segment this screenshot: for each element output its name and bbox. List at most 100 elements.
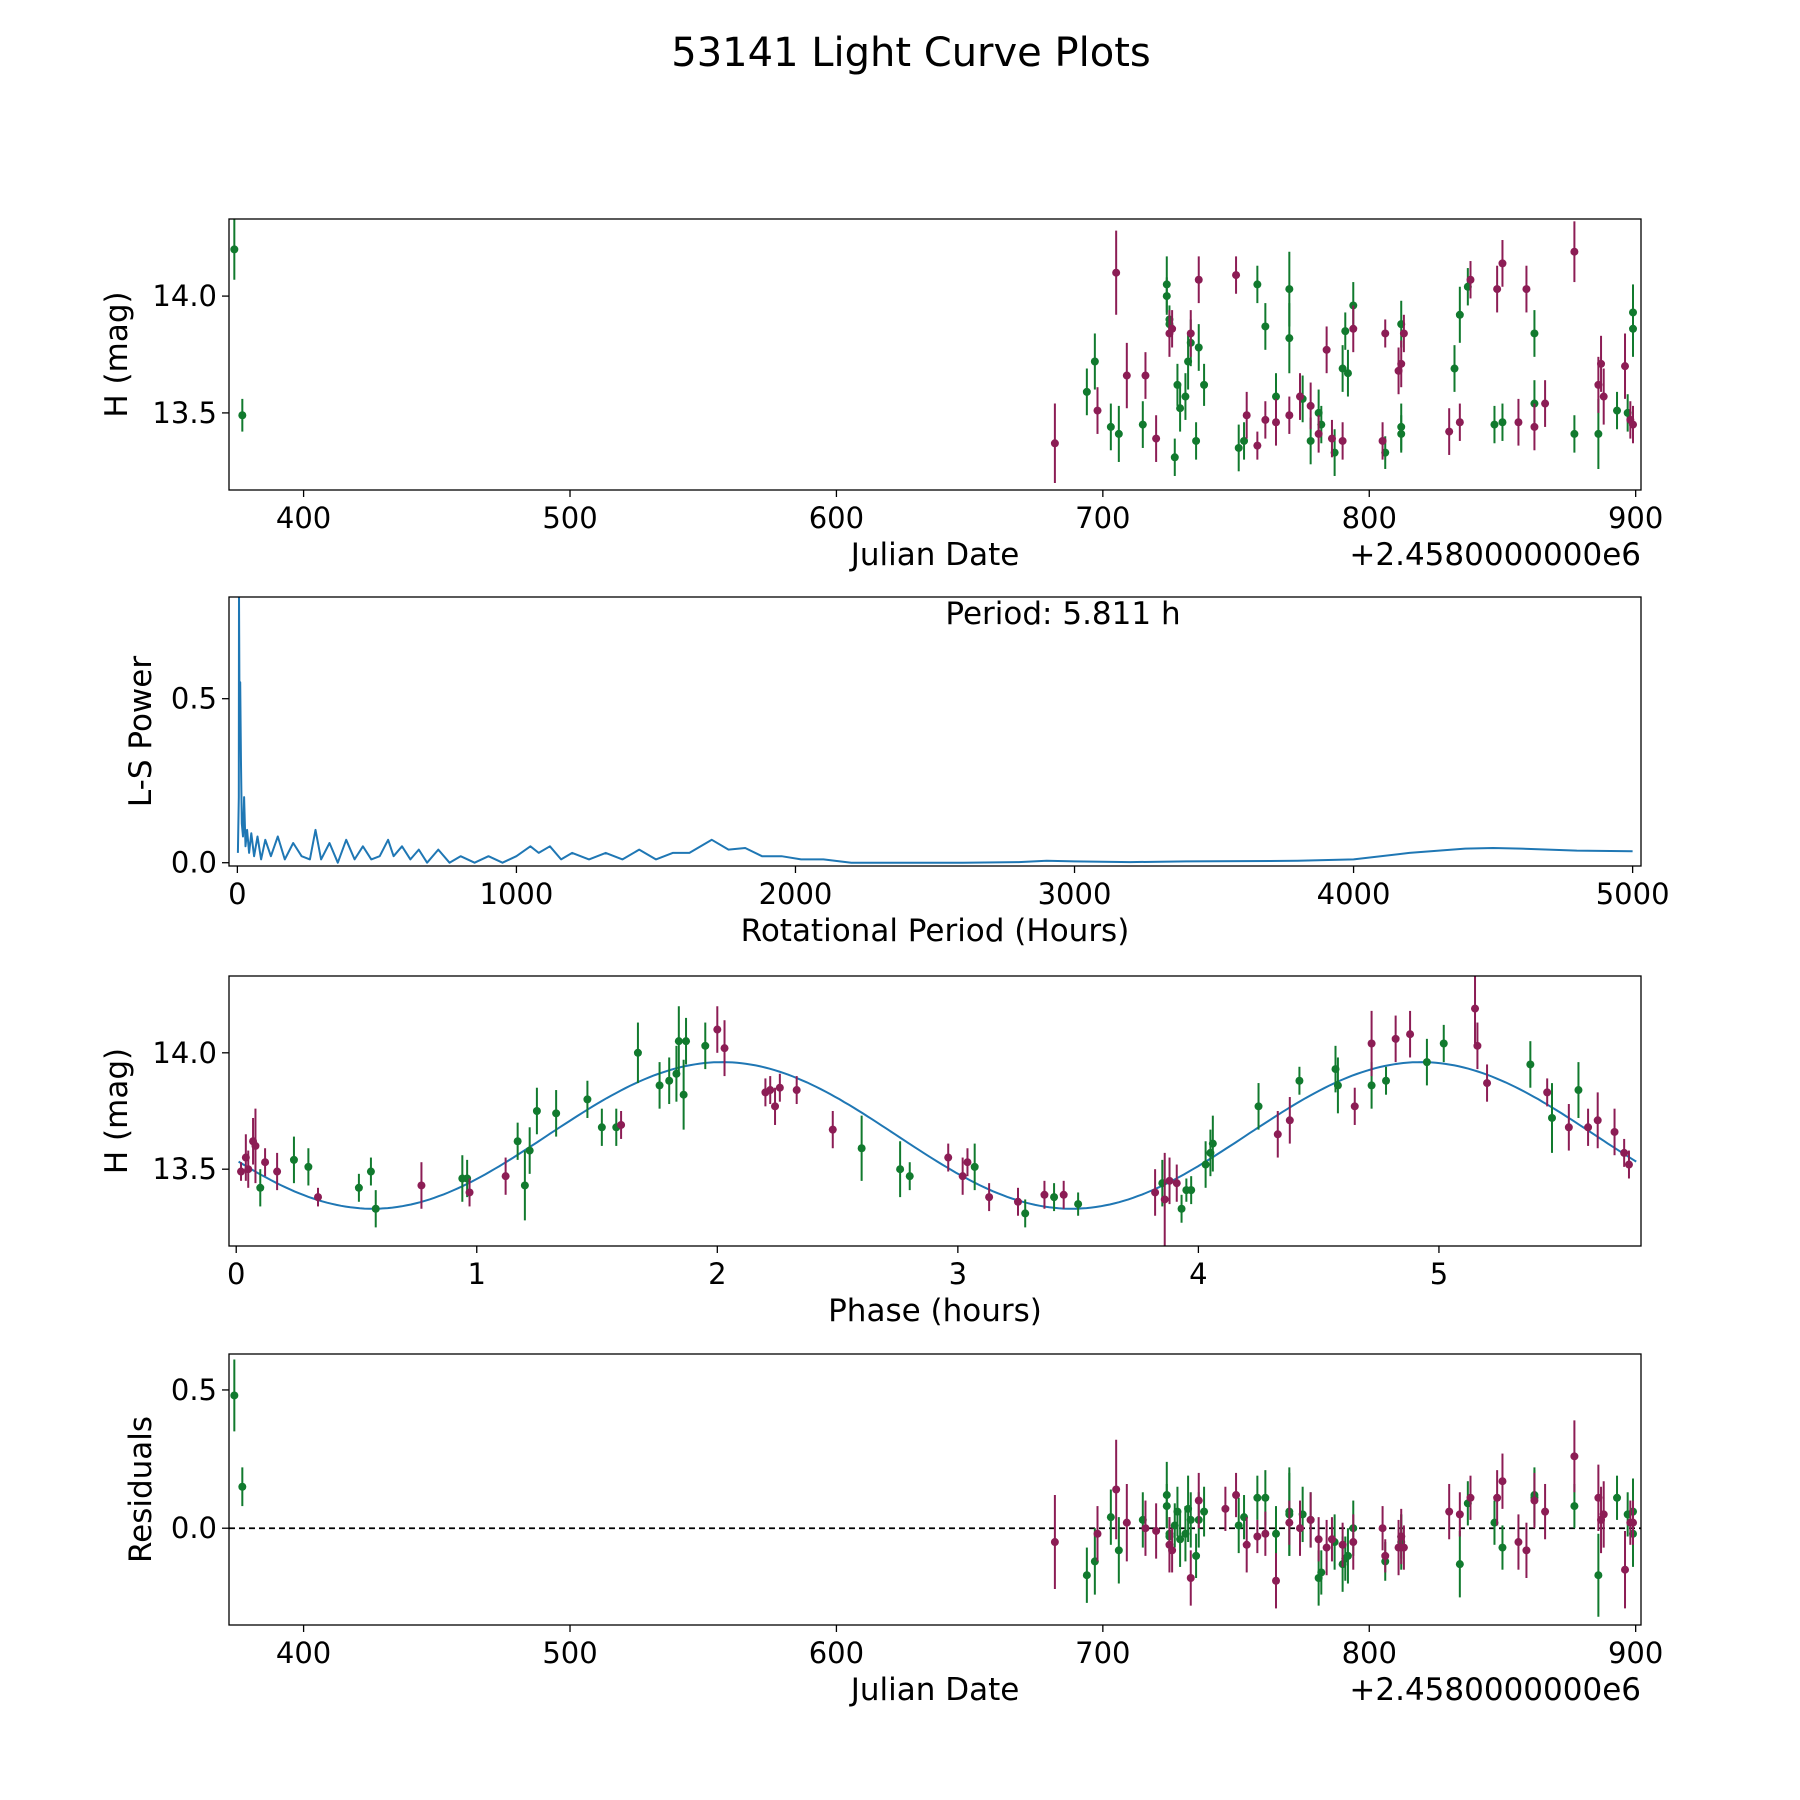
green-data-point (1253, 280, 1262, 289)
magenta-data-point (1272, 418, 1281, 427)
magenta-data-point (1261, 415, 1270, 424)
magenta-data-point (1327, 1535, 1336, 1544)
magenta-data-point (1306, 401, 1315, 410)
magenta-data-point (963, 1158, 972, 1167)
magenta-data-point (1397, 359, 1406, 368)
magenta-data-point (1232, 271, 1241, 280)
magenta-data-point (1483, 1079, 1492, 1088)
x-axis-label: Phase (hours) (828, 1293, 1042, 1329)
green-data-point (1367, 1081, 1376, 1090)
magenta-data-point (1466, 275, 1475, 284)
green-data-point (1082, 1571, 1091, 1580)
y-tick-label: 14.0 (152, 1036, 217, 1070)
magenta-data-point (1141, 1524, 1150, 1533)
green-data-point (238, 1482, 247, 1491)
x-tick-label: 900 (1608, 1636, 1663, 1670)
green-data-point (1114, 429, 1123, 438)
green-data-point (674, 1037, 683, 1046)
magenta-data-point (1466, 1493, 1475, 1502)
magenta-data-point (1261, 1529, 1270, 1538)
x-tick-label: 900 (1608, 501, 1663, 535)
x-tick-label: 800 (1342, 501, 1397, 535)
green-data-point (1439, 1039, 1448, 1048)
magenta-data-point (1381, 1551, 1390, 1560)
magenta-data-point (1306, 1515, 1315, 1524)
magenta-data-point (1445, 427, 1454, 436)
green-data-point (1629, 308, 1638, 317)
green-data-point (905, 1172, 914, 1181)
green-data-point (1272, 392, 1281, 401)
magenta-data-point (1314, 1535, 1323, 1544)
green-data-point (1261, 322, 1270, 331)
magenta-data-point (1093, 406, 1102, 415)
magenta-data-point (1040, 1190, 1049, 1199)
magenta-data-point (1406, 1030, 1415, 1039)
green-data-point (1177, 1204, 1186, 1213)
y-tick-label: 13.5 (152, 396, 217, 430)
x-tick-label: 0 (227, 1257, 245, 1291)
x-tick-label: 500 (542, 1636, 597, 1670)
magenta-data-point (1194, 1496, 1203, 1505)
magenta-data-point (1232, 1491, 1241, 1500)
green-data-point (1574, 1086, 1583, 1095)
magenta-data-point (1151, 1188, 1160, 1197)
periodogram-line (236, 597, 1633, 864)
magenta-data-point (1013, 1197, 1022, 1206)
magenta-data-point (1272, 1576, 1281, 1585)
magenta-data-point (1273, 1130, 1282, 1139)
x-tick-label: 5000 (1596, 877, 1670, 911)
magenta-data-point (1593, 1116, 1602, 1125)
green-series (256, 1006, 1583, 1228)
y-tick-label: 0.5 (171, 682, 217, 716)
axes-frame (228, 596, 1642, 867)
green-data-point (238, 411, 247, 420)
magenta-data-point (1455, 1510, 1464, 1519)
magenta-series (1050, 1420, 1638, 1609)
green-data-point (552, 1109, 561, 1118)
magenta-data-point (1378, 436, 1387, 445)
magenta-data-point (1493, 285, 1502, 294)
green-data-point (857, 1144, 866, 1153)
magenta-data-point (1314, 429, 1323, 438)
magenta-data-point (1186, 329, 1195, 338)
green-data-point (1570, 1502, 1579, 1511)
green-data-point (1200, 1507, 1209, 1516)
x-tick-label: 2000 (759, 877, 833, 911)
magenta-data-point (1541, 399, 1550, 408)
magenta-data-point (1350, 1102, 1359, 1111)
x-tick-label: 400 (276, 1636, 331, 1670)
green-data-point (1254, 1102, 1263, 1111)
magenta-data-point (1285, 411, 1294, 420)
magenta-data-point (1621, 1565, 1630, 1574)
plot-area (236, 597, 1633, 864)
green-data-point (1176, 1535, 1185, 1544)
magenta-data-point (1493, 1493, 1502, 1502)
green-data-point (1382, 1076, 1391, 1085)
magenta-data-point (1349, 324, 1358, 333)
magenta-data-point (244, 1165, 253, 1174)
magenta-data-point (1349, 1538, 1358, 1547)
green-data-point (1082, 387, 1091, 396)
x-tick-label: 700 (1075, 1636, 1130, 1670)
green-data-point (1455, 310, 1464, 319)
green-data-point (1114, 1546, 1123, 1555)
magenta-data-point (1322, 1543, 1331, 1552)
magenta-data-point (273, 1167, 282, 1176)
magenta-data-point (713, 1025, 722, 1034)
green-data-point (1186, 1515, 1195, 1524)
magenta-data-point (1514, 1538, 1523, 1547)
magenta-data-point (1112, 1485, 1121, 1494)
axes-frame (228, 1353, 1642, 1626)
green-data-point (1050, 1193, 1059, 1202)
magenta-data-point (1122, 371, 1131, 380)
x-tick-label: 2 (708, 1257, 726, 1291)
y-axis-label: H (mag) (99, 1048, 135, 1174)
x-axis-label: Julian Date (849, 537, 1020, 573)
x-offset-label: +2.4580000000e6 (1349, 537, 1641, 573)
magenta-data-point (1168, 324, 1177, 333)
figure-title: 53141 Light Curve Plots (671, 30, 1150, 76)
green-data-point (289, 1155, 298, 1164)
green-data-point (1192, 1551, 1201, 1560)
green-data-point (1547, 1113, 1556, 1122)
green-data-point (1341, 327, 1350, 336)
